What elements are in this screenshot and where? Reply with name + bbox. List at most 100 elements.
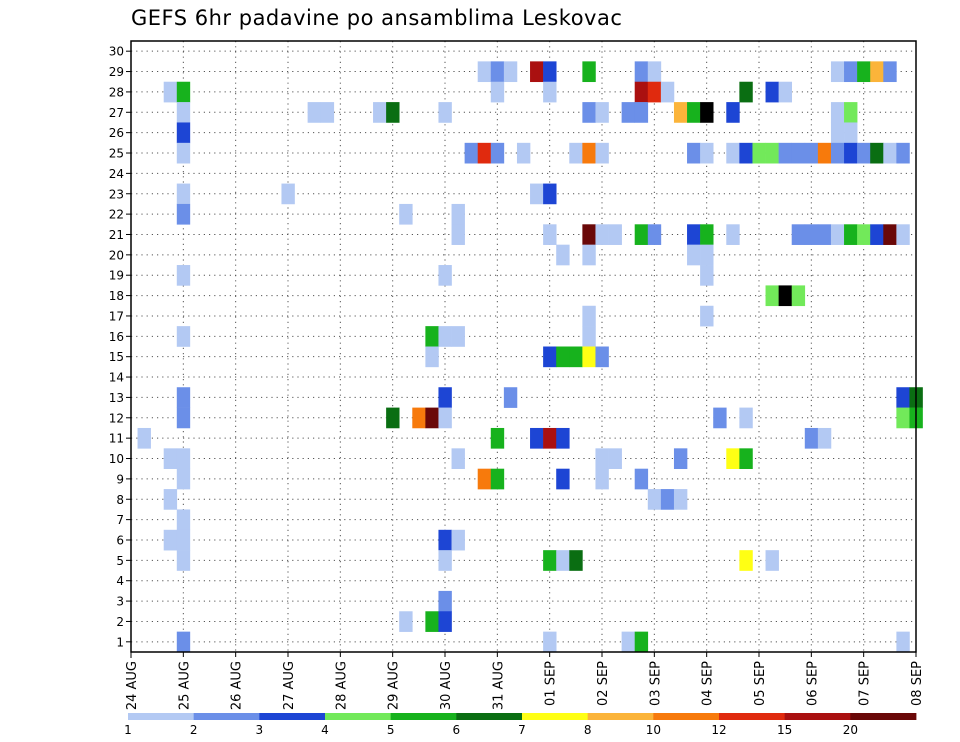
heatmap-cell xyxy=(791,285,806,307)
y-tick-label: 18 xyxy=(109,289,124,303)
heatmap-cell xyxy=(451,326,465,347)
heatmap-cell xyxy=(726,448,740,469)
heatmap-cell xyxy=(778,285,793,307)
heatmap-cell xyxy=(490,81,505,103)
heatmap-cell xyxy=(830,122,845,144)
heatmap-cell xyxy=(634,102,649,123)
heatmap-cell xyxy=(673,102,688,123)
heatmap-cell xyxy=(582,102,596,123)
heatmap-cell xyxy=(176,102,191,123)
heatmap-cell xyxy=(451,224,465,245)
heatmap-cell xyxy=(896,407,910,429)
heatmap-cell xyxy=(673,489,688,510)
heatmap-cell xyxy=(870,61,884,83)
heatmap-cell xyxy=(543,61,557,83)
heatmap-cell xyxy=(543,631,557,653)
y-tick-label: 22 xyxy=(109,208,124,222)
heatmap-cell xyxy=(896,142,910,164)
heatmap-cell xyxy=(543,81,557,103)
heatmap-cell xyxy=(490,427,505,449)
heatmap-cell xyxy=(896,387,910,408)
heatmap-cell xyxy=(176,631,191,653)
heatmap-cell xyxy=(817,427,832,449)
heatmap-cell xyxy=(543,550,557,571)
heatmap-cell xyxy=(595,346,609,368)
heatmap-cell xyxy=(373,102,387,123)
y-tick-label: 14 xyxy=(109,371,124,385)
heatmap-cell xyxy=(700,305,714,327)
heatmap-cell xyxy=(176,265,191,286)
heatmap-cell xyxy=(176,326,191,347)
heatmap-cell xyxy=(739,550,753,571)
heatmap-cell xyxy=(726,142,740,164)
heatmap-cell xyxy=(883,61,897,83)
heatmap-cell xyxy=(176,183,191,205)
heatmap-cell xyxy=(399,611,413,632)
heatmap-cell xyxy=(176,387,191,408)
heatmap-cell xyxy=(700,102,714,123)
heatmap-cell xyxy=(634,61,649,83)
heatmap-cell xyxy=(425,326,439,347)
grid-lines xyxy=(131,41,916,652)
heatmap-cell xyxy=(530,427,544,449)
heatmap-cell xyxy=(647,224,662,245)
heatmap-cell xyxy=(530,61,544,83)
heatmap-cell xyxy=(163,448,178,469)
y-tick-label: 1 xyxy=(116,635,124,649)
y-tick-label: 8 xyxy=(116,493,124,507)
heatmap-cell xyxy=(582,244,596,266)
y-tick-label: 13 xyxy=(109,391,124,405)
heatmap-cell xyxy=(844,61,858,83)
heatmap-cell xyxy=(543,224,557,245)
y-tick-label: 12 xyxy=(109,411,124,425)
heatmap-cell xyxy=(857,142,871,164)
heatmap-cell xyxy=(163,489,178,510)
heatmap-cell xyxy=(503,387,518,408)
y-tick-label: 15 xyxy=(109,350,124,364)
colorbar-swatch xyxy=(325,713,392,720)
heatmap-cell xyxy=(451,448,465,469)
y-tick-label: 17 xyxy=(109,309,124,323)
colorbar: 1 2 3 4 5 6 7 8 10 12 15 20 xyxy=(124,713,917,737)
y-tick-label: 5 xyxy=(116,554,124,568)
heatmap-cell xyxy=(595,224,609,245)
x-tick-label: 03 SEP xyxy=(648,661,663,706)
heatmap-cell xyxy=(765,81,779,103)
y-axis: 1234567891011121314151617181920212223242… xyxy=(109,45,132,658)
x-tick-label: 06 SEP xyxy=(805,661,820,706)
heatmap-cell xyxy=(739,448,753,469)
x-tick-label: 27 AUG xyxy=(282,661,297,710)
heatmap-cell xyxy=(451,203,465,225)
heatmap-cell xyxy=(595,142,609,164)
y-tick-label: 11 xyxy=(109,432,124,446)
heatmap-cell xyxy=(595,102,609,123)
colorbar-label: 1 xyxy=(124,723,132,737)
heatmap-cell xyxy=(464,142,479,164)
heatmap-cell xyxy=(490,468,505,490)
heatmap-cell xyxy=(477,61,492,83)
heatmap-cell xyxy=(687,102,701,123)
colorbar-label: 10 xyxy=(646,723,661,737)
y-tick-label: 7 xyxy=(116,513,124,527)
heatmap-cell xyxy=(844,102,858,123)
y-tick-label: 28 xyxy=(109,85,124,99)
heatmap-cell xyxy=(647,489,662,510)
heatmap-cell xyxy=(582,224,596,245)
heatmap-cell xyxy=(739,142,753,164)
colorbar-label: 3 xyxy=(256,723,264,737)
heatmap-cell xyxy=(438,611,452,632)
heatmap-cell xyxy=(830,142,845,164)
y-tick-label: 6 xyxy=(116,533,124,547)
colorbar-swatch xyxy=(259,713,326,720)
heatmap-cell xyxy=(830,102,845,123)
colorbar-label: 20 xyxy=(843,723,858,737)
heatmap-cell xyxy=(320,102,335,123)
heatmap-cell xyxy=(438,265,452,286)
heatmap-cell xyxy=(569,142,583,164)
heatmap-cell xyxy=(477,142,492,164)
heatmap-cell xyxy=(556,244,570,266)
heatmap-cell xyxy=(844,122,858,144)
y-tick-label: 30 xyxy=(109,45,124,59)
heatmap-cell xyxy=(647,61,662,83)
